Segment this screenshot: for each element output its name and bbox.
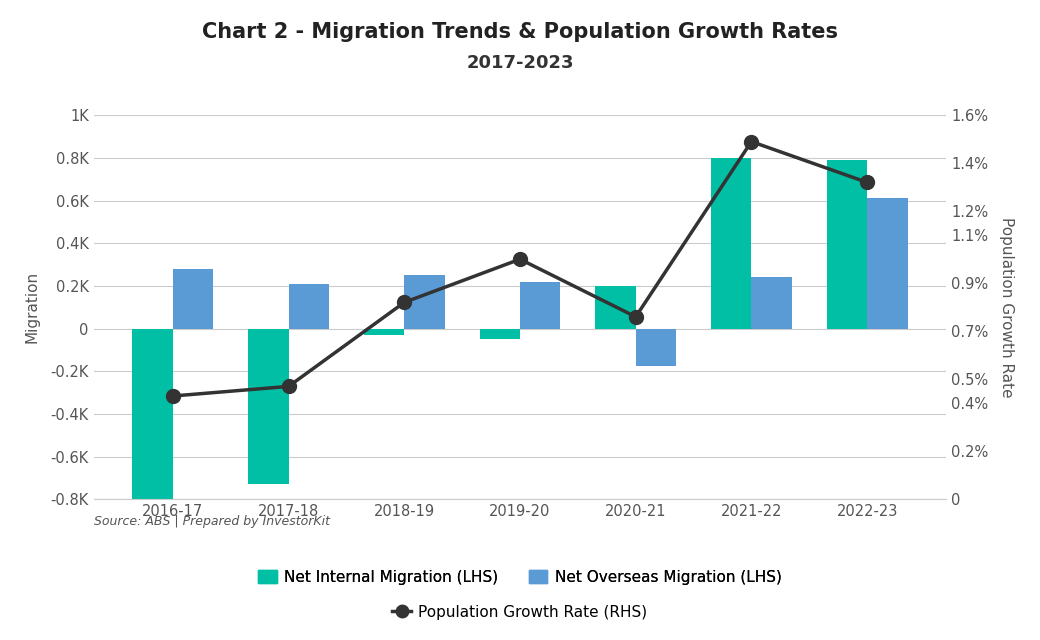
Legend: Population Growth Rate (RHS): Population Growth Rate (RHS): [386, 598, 654, 626]
Bar: [867, 198, 908, 328]
Bar: [364, 328, 405, 335]
Bar: [520, 282, 561, 328]
Legend: Net Internal Migration (LHS), Net Overseas Migration (LHS): Net Internal Migration (LHS), Net Overse…: [252, 563, 788, 591]
Y-axis label: Migration: Migration: [24, 271, 40, 343]
Bar: [752, 277, 791, 328]
Bar: [132, 328, 173, 499]
Bar: [288, 284, 329, 328]
Text: Chart 2 - Migration Trends & Population Growth Rates: Chart 2 - Migration Trends & Population …: [202, 22, 838, 42]
Bar: [405, 275, 445, 328]
Bar: [249, 328, 288, 484]
Bar: [479, 328, 520, 339]
Bar: [827, 160, 867, 328]
Bar: [595, 286, 635, 328]
Bar: [173, 269, 213, 328]
Y-axis label: Population Growth Rate: Population Growth Rate: [998, 217, 1014, 397]
Bar: [711, 158, 752, 328]
Text: Source: ABS | Prepared by InvestorKit: Source: ABS | Prepared by InvestorKit: [94, 515, 330, 528]
Bar: [635, 328, 676, 366]
Text: 2017-2023: 2017-2023: [466, 54, 574, 72]
